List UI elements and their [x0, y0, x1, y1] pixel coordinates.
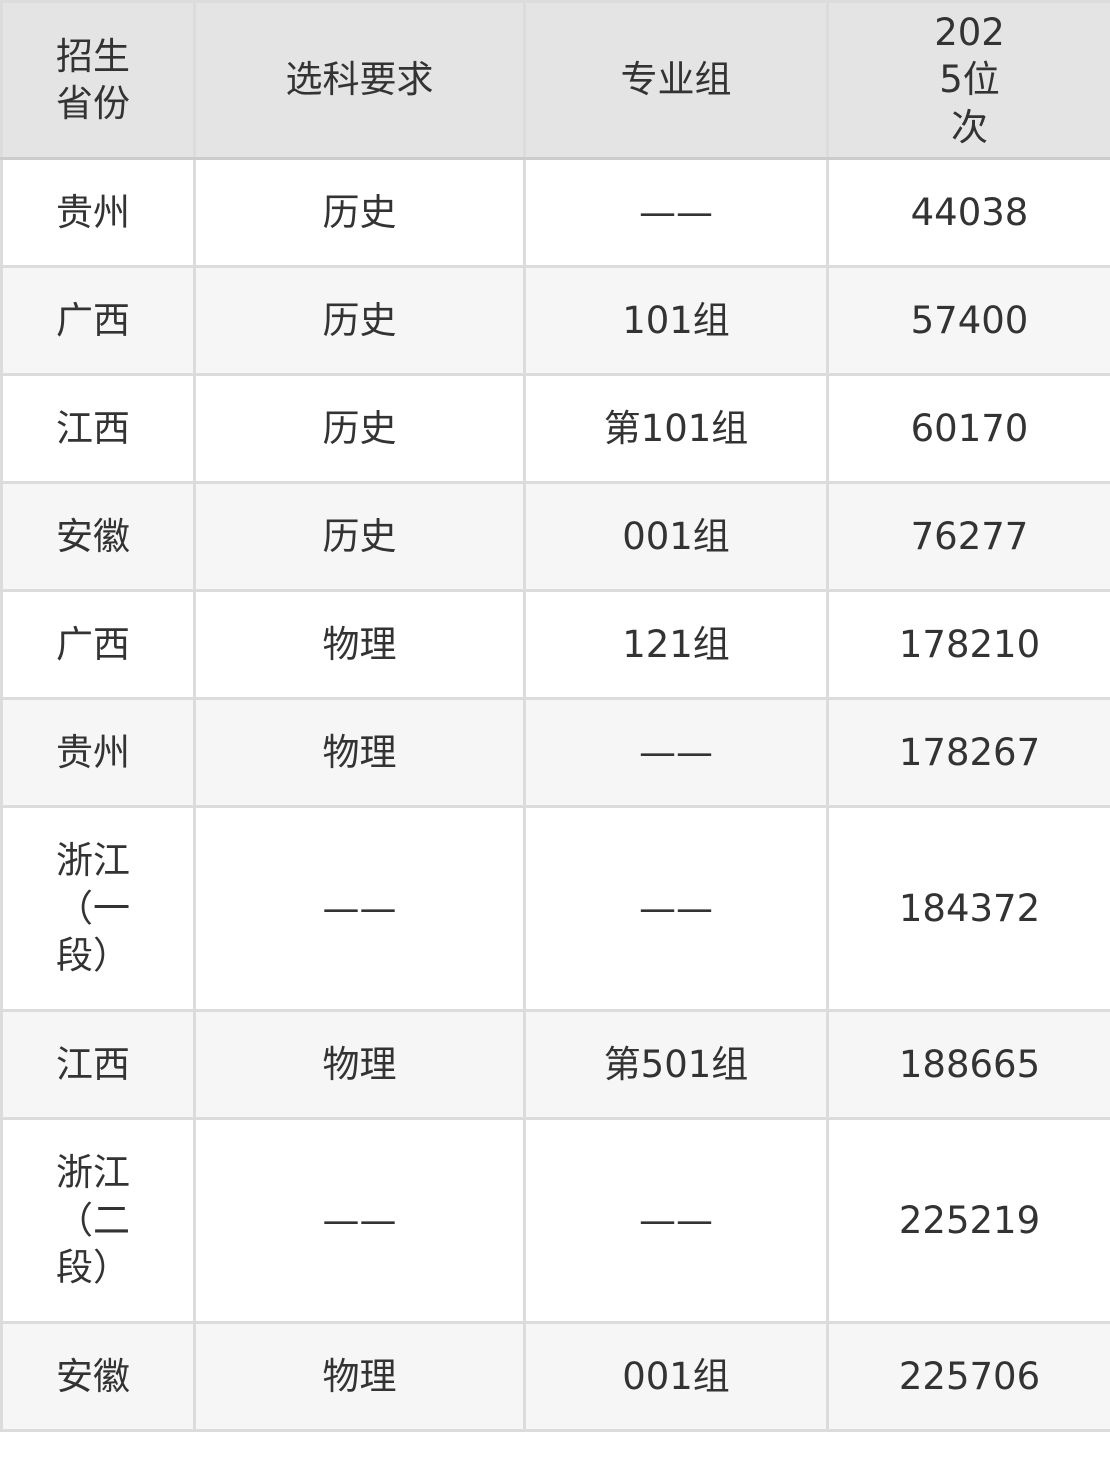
cell-group: ——	[523, 1117, 829, 1324]
province-text: 江西	[56, 1042, 130, 1086]
cell-rank: 188665	[826, 1009, 1110, 1120]
table-row: 浙江（一段） —— —— 184372	[0, 805, 1110, 1012]
cell-subject: 历史	[193, 373, 526, 484]
header-province: 招生省份	[0, 0, 196, 160]
admission-rank-table: 招生省份 选科要求 专业组 2025位次 贵州 历史 —— 44038 广西 历史 101组…	[0, 0, 1110, 1432]
cell-subject: 物理	[193, 1321, 526, 1432]
province-text: 浙江（二段）	[56, 1151, 130, 1290]
table-row: 安徽 物理 001组 225706	[0, 1321, 1110, 1432]
cell-subject: 物理	[193, 697, 526, 808]
header-row: 招生省份 选科要求 专业组 2025位次	[0, 0, 1110, 160]
table-row: 安徽 历史 001组 76277	[0, 481, 1110, 592]
cell-group: ——	[523, 805, 829, 1012]
province-text: 安徽	[56, 1354, 130, 1398]
cell-province: 江西	[0, 1009, 196, 1120]
cell-subject: ——	[193, 1117, 526, 1324]
table-row: 江西 物理 第501组 188665	[0, 1009, 1110, 1120]
cell-province: 安徽	[0, 1321, 196, 1432]
cell-province: 贵州	[0, 697, 196, 808]
cell-subject: 历史	[193, 481, 526, 592]
cell-group: ——	[523, 697, 829, 808]
table-row: 江西 历史 第101组 60170	[0, 373, 1110, 484]
header-group: 专业组	[523, 0, 829, 160]
cell-group: ——	[523, 157, 829, 268]
province-text: 广西	[56, 298, 130, 342]
cell-group: 101组	[523, 265, 829, 376]
cell-rank: 60170	[826, 373, 1110, 484]
province-text: 广西	[56, 622, 130, 666]
cell-rank: 184372	[826, 805, 1110, 1012]
cell-group: 第501组	[523, 1009, 829, 1120]
cell-group: 第101组	[523, 373, 829, 484]
cell-rank: 178267	[826, 697, 1110, 808]
table-row: 贵州 物理 —— 178267	[0, 697, 1110, 808]
cell-province: 贵州	[0, 157, 196, 268]
header-rank: 2025位次	[826, 0, 1110, 160]
table-row: 广西 历史 101组 57400	[0, 265, 1110, 376]
cell-subject: 历史	[193, 265, 526, 376]
table-row: 贵州 历史 —— 44038	[0, 157, 1110, 268]
cell-province: 广西	[0, 589, 196, 700]
table-row: 广西 物理 121组 178210	[0, 589, 1110, 700]
cell-province: 江西	[0, 373, 196, 484]
province-text: 江西	[56, 406, 130, 450]
cell-rank: 225219	[826, 1117, 1110, 1324]
table-row: 浙江（二段） —— —— 225219	[0, 1117, 1110, 1324]
header-subject: 选科要求	[193, 0, 526, 160]
cell-rank: 44038	[826, 157, 1110, 268]
cell-group: 001组	[523, 1321, 829, 1432]
cell-subject: 物理	[193, 589, 526, 700]
province-text: 浙江（一段）	[56, 839, 130, 978]
province-text: 贵州	[56, 730, 130, 774]
cell-rank: 225706	[826, 1321, 1110, 1432]
cell-group: 121组	[523, 589, 829, 700]
cell-province: 广西	[0, 265, 196, 376]
cell-rank: 178210	[826, 589, 1110, 700]
cell-subject: 物理	[193, 1009, 526, 1120]
province-text: 贵州	[56, 190, 130, 234]
cell-rank: 76277	[826, 481, 1110, 592]
cell-rank: 57400	[826, 265, 1110, 376]
cell-subject: ——	[193, 805, 526, 1012]
cell-province: 浙江（二段）	[0, 1117, 196, 1324]
cell-province: 浙江（一段）	[0, 805, 196, 1012]
cell-subject: 历史	[193, 157, 526, 268]
province-text: 安徽	[56, 514, 130, 558]
cell-province: 安徽	[0, 481, 196, 592]
cell-group: 001组	[523, 481, 829, 592]
